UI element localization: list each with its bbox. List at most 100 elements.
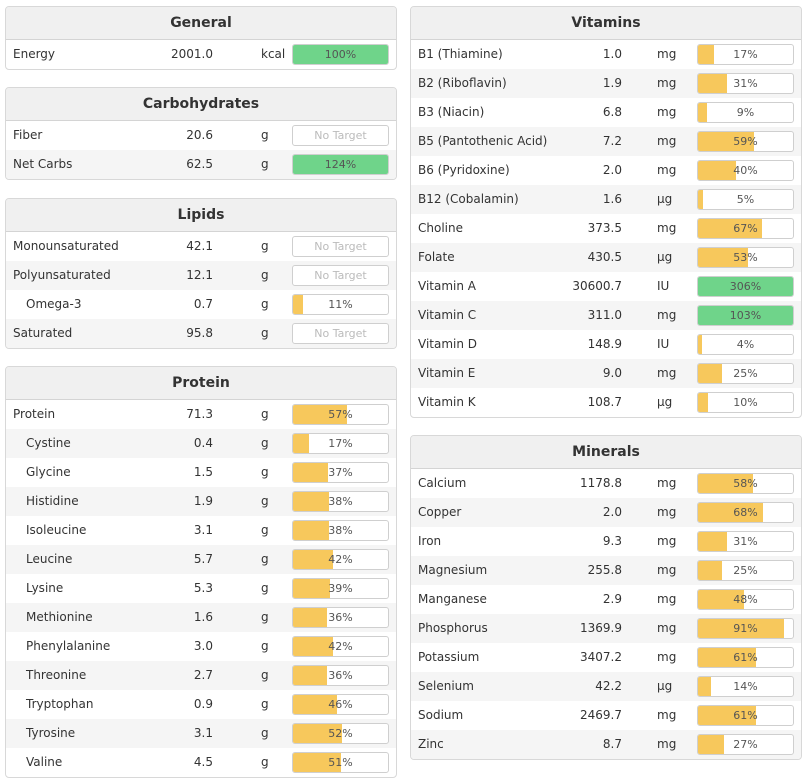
progress-fill	[293, 753, 342, 772]
target-progress-bar: 91%	[697, 618, 794, 639]
progress-fill	[698, 248, 749, 267]
progress-fill	[698, 590, 744, 609]
nutrient-unit: mg	[657, 563, 677, 577]
nutrient-name: Phosphorus	[418, 621, 488, 635]
nutrient-amount: 1.6	[193, 610, 213, 624]
nutrient-row-isoleucine[interactable]: Isoleucine 3.1 g 38%	[6, 516, 396, 545]
nutrient-row-polyunsaturated[interactable]: Polyunsaturated 12.1 g No Target	[6, 261, 396, 290]
nutrient-row-omega-3[interactable]: Omega-3 0.7 g 11%	[6, 290, 396, 319]
nutrient-row-histidine[interactable]: Histidine 1.9 g 38%	[6, 487, 396, 516]
nutrient-amount: 6.8	[602, 105, 622, 119]
nutrient-row-magnesium[interactable]: Magnesium 255.8 mg 25%	[411, 556, 801, 585]
nutrient-row-threonine[interactable]: Threonine 2.7 g 36%	[6, 661, 396, 690]
nutrient-row-sodium[interactable]: Sodium 2469.7 mg 61%	[411, 701, 801, 730]
target-percent-label: No Target	[314, 240, 367, 253]
target-percent-label: 31%	[733, 535, 758, 548]
nutrient-row-b5-pantothenic-acid[interactable]: B5 (Pantothenic Acid) 7.2 mg 59%	[411, 127, 801, 156]
target-progress-bar: 51%	[292, 752, 389, 773]
target-progress-bar: 9%	[697, 102, 794, 123]
nutrient-unit: g	[261, 465, 269, 479]
target-progress-bar: 25%	[697, 560, 794, 581]
target-progress-bar: 42%	[292, 549, 389, 570]
nutrient-row-monounsaturated[interactable]: Monounsaturated 42.1 g No Target	[6, 232, 396, 261]
nutrient-row-b6-pyridoxine[interactable]: B6 (Pyridoxine) 2.0 mg 40%	[411, 156, 801, 185]
progress-fill	[698, 393, 708, 412]
nutrient-row-b1-thiamine[interactable]: B1 (Thiamine) 1.0 mg 17%	[411, 40, 801, 69]
progress-fill	[293, 695, 337, 714]
nutrient-row-manganese[interactable]: Manganese 2.9 mg 48%	[411, 585, 801, 614]
nutrient-row-protein[interactable]: Protein 71.3 g 57%	[6, 400, 396, 429]
nutrient-name: B6 (Pyridoxine)	[418, 163, 510, 177]
nutrient-row-vitamin-e[interactable]: Vitamin E 9.0 mg 25%	[411, 359, 801, 388]
target-progress-bar: 61%	[697, 647, 794, 668]
target-percent-label: 5%	[736, 193, 755, 206]
nutrient-row-b2-riboflavin[interactable]: B2 (Riboflavin) 1.9 mg 31%	[411, 69, 801, 98]
nutrient-row-tryptophan[interactable]: Tryptophan 0.9 g 46%	[6, 690, 396, 719]
nutrient-row-net-carbs[interactable]: Net Carbs 62.5 g 124%	[6, 150, 396, 179]
nutrient-row-folate[interactable]: Folate 430.5 µg 53%	[411, 243, 801, 272]
nutrient-row-fiber[interactable]: Fiber 20.6 g No Target	[6, 121, 396, 150]
vitamins-panel: Vitamins B1 (Thiamine) 1.0 mg 17% B2 (Ribofla…	[410, 6, 802, 418]
nutrient-row-potassium[interactable]: Potassium 3407.2 mg 61%	[411, 643, 801, 672]
progress-fill	[698, 706, 756, 725]
nutrient-row-vitamin-k[interactable]: Vitamin K 108.7 µg 10%	[411, 388, 801, 417]
nutrient-amount: 1.5	[193, 465, 213, 479]
target-progress-bar: 17%	[697, 44, 794, 65]
nutrient-row-zinc[interactable]: Zinc 8.7 mg 27%	[411, 730, 801, 759]
nutrient-row-phosphorus[interactable]: Phosphorus 1369.9 mg 91%	[411, 614, 801, 643]
target-progress-bar: No Target	[292, 265, 389, 286]
nutrient-unit: mg	[657, 221, 677, 235]
nutrient-row-methionine[interactable]: Methionine 1.6 g 36%	[6, 603, 396, 632]
nutrient-row-energy[interactable]: Energy 2001.0 kcal 100%	[6, 40, 396, 69]
nutrient-amount: 1.6	[602, 192, 622, 206]
nutrient-amount: 148.9	[587, 337, 622, 351]
nutrient-row-glycine[interactable]: Glycine 1.5 g 37%	[6, 458, 396, 487]
nutrient-amount: 42.2	[595, 679, 622, 693]
nutrient-name: Magnesium	[418, 563, 488, 577]
nutrient-unit: mg	[657, 47, 677, 61]
nutrient-row-b3-niacin[interactable]: B3 (Niacin) 6.8 mg 9%	[411, 98, 801, 127]
nutrient-row-phenylalanine[interactable]: Phenylalanine 3.0 g 42%	[6, 632, 396, 661]
nutrient-row-vitamin-d[interactable]: Vitamin D 148.9 IU 4%	[411, 330, 801, 359]
target-progress-bar: 39%	[292, 578, 389, 599]
nutrient-name: Leucine	[26, 552, 73, 566]
nutrient-row-vitamin-a[interactable]: Vitamin A 30600.7 IU 306%	[411, 272, 801, 301]
nutrient-row-lysine[interactable]: Lysine 5.3 g 39%	[6, 574, 396, 603]
nutrient-row-valine[interactable]: Valine 4.5 g 51%	[6, 748, 396, 777]
nutrient-row-vitamin-c[interactable]: Vitamin C 311.0 mg 103%	[411, 301, 801, 330]
target-percent-label: 57%	[328, 408, 353, 421]
target-progress-bar: 68%	[697, 502, 794, 523]
nutrient-amount: 3.1	[193, 726, 213, 740]
target-progress-bar: 31%	[697, 73, 794, 94]
target-percent-label: 42%	[328, 640, 353, 653]
target-percent-label: 40%	[733, 164, 758, 177]
nutrient-unit: g	[261, 552, 269, 566]
progress-fill	[698, 103, 707, 122]
nutrient-name: Glycine	[26, 465, 71, 479]
target-percent-label: 51%	[328, 756, 353, 769]
nutrient-row-iron[interactable]: Iron 9.3 mg 31%	[411, 527, 801, 556]
nutrient-unit: g	[261, 523, 269, 537]
target-percent-label: 25%	[733, 367, 758, 380]
nutrient-amount: 2.0	[602, 505, 622, 519]
target-percent-label: 38%	[328, 495, 353, 508]
nutrient-row-cystine[interactable]: Cystine 0.4 g 17%	[6, 429, 396, 458]
nutrient-row-saturated[interactable]: Saturated 95.8 g No Target	[6, 319, 396, 348]
nutrient-unit: g	[261, 726, 269, 740]
nutrient-row-copper[interactable]: Copper 2.0 mg 68%	[411, 498, 801, 527]
nutrient-row-tyrosine[interactable]: Tyrosine 3.1 g 52%	[6, 719, 396, 748]
nutrient-row-leucine[interactable]: Leucine 5.7 g 42%	[6, 545, 396, 574]
nutrient-row-calcium[interactable]: Calcium 1178.8 mg 58%	[411, 469, 801, 498]
target-progress-bar: No Target	[292, 125, 389, 146]
nutrient-name: Isoleucine	[26, 523, 87, 537]
target-progress-bar: 10%	[697, 392, 794, 413]
nutrient-unit: mg	[657, 76, 677, 90]
progress-fill	[293, 405, 348, 424]
nutrient-row-selenium[interactable]: Selenium 42.2 µg 14%	[411, 672, 801, 701]
nutrient-name: B2 (Riboflavin)	[418, 76, 507, 90]
nutrient-row-b12-cobalamin[interactable]: B12 (Cobalamin) 1.6 µg 5%	[411, 185, 801, 214]
nutrient-row-choline[interactable]: Choline 373.5 mg 67%	[411, 214, 801, 243]
target-progress-bar: 42%	[292, 636, 389, 657]
nutrient-amount: 5.7	[193, 552, 213, 566]
progress-fill	[293, 463, 329, 482]
